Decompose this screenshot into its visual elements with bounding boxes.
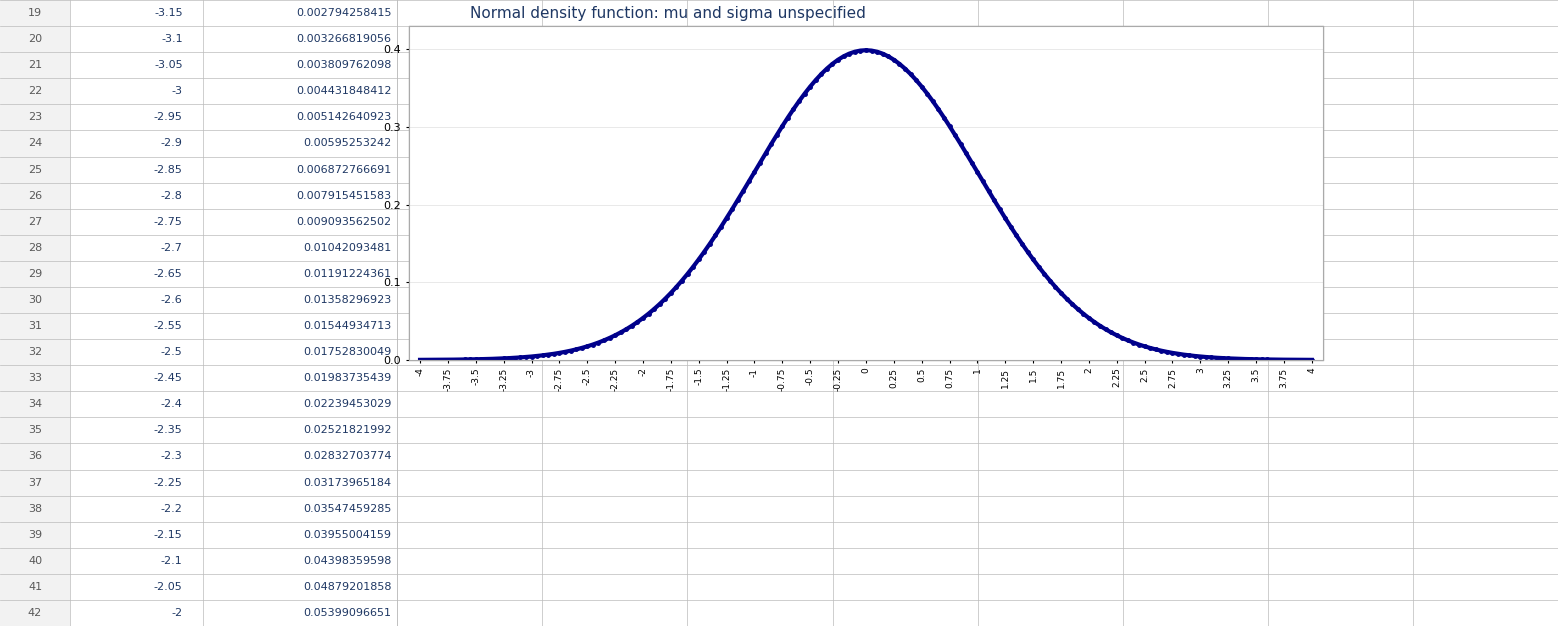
Text: 26: 26 <box>28 191 42 200</box>
Text: 33: 33 <box>28 373 42 383</box>
Text: -2.4: -2.4 <box>160 399 182 409</box>
Text: 0.02521821992: 0.02521821992 <box>302 426 391 435</box>
Text: 24: 24 <box>28 138 42 148</box>
Text: 39: 39 <box>28 530 42 540</box>
Text: 0.009093562502: 0.009093562502 <box>296 217 391 227</box>
Text: -2: -2 <box>171 608 182 618</box>
Text: 0.04879201858: 0.04879201858 <box>302 582 391 592</box>
Text: 0.01358296923: 0.01358296923 <box>304 295 391 305</box>
Text: 19: 19 <box>28 8 42 18</box>
Text: 25: 25 <box>28 165 42 175</box>
Bar <box>408 26 1323 360</box>
Text: -2.6: -2.6 <box>160 295 182 305</box>
Text: 0.00595253242: 0.00595253242 <box>304 138 391 148</box>
Text: 0.03173965184: 0.03173965184 <box>304 478 391 488</box>
Text: 40: 40 <box>28 556 42 566</box>
Text: 42: 42 <box>28 608 42 618</box>
Text: -2.1: -2.1 <box>160 556 182 566</box>
Text: 0.05399096651: 0.05399096651 <box>304 608 391 618</box>
Text: 0.006872766691: 0.006872766691 <box>296 165 391 175</box>
Text: 0.004431848412: 0.004431848412 <box>296 86 391 96</box>
Text: 0.03955004159: 0.03955004159 <box>304 530 391 540</box>
Text: 0.01544934713: 0.01544934713 <box>304 321 391 331</box>
Text: -3.05: -3.05 <box>154 60 182 70</box>
Text: -2.5: -2.5 <box>160 347 182 357</box>
Text: -2.9: -2.9 <box>160 138 182 148</box>
Text: 0.01191224361: 0.01191224361 <box>304 269 391 279</box>
Text: -2.3: -2.3 <box>160 451 182 461</box>
Text: -3.1: -3.1 <box>160 34 182 44</box>
Text: 0.01042093481: 0.01042093481 <box>304 243 391 253</box>
Text: 0.003809762098: 0.003809762098 <box>296 60 391 70</box>
Text: -2.65: -2.65 <box>154 269 182 279</box>
Text: Normal density function: mu and sigma unspecified: Normal density function: mu and sigma un… <box>471 6 866 21</box>
Text: -2.8: -2.8 <box>160 191 182 200</box>
Text: -2.2: -2.2 <box>160 504 182 513</box>
Text: 30: 30 <box>28 295 42 305</box>
Text: -2.55: -2.55 <box>154 321 182 331</box>
Text: 29: 29 <box>28 269 42 279</box>
Text: 23: 23 <box>28 113 42 122</box>
Text: -2.75: -2.75 <box>154 217 182 227</box>
Text: 35: 35 <box>28 426 42 435</box>
Text: 0.02239453029: 0.02239453029 <box>304 399 391 409</box>
Text: -2.15: -2.15 <box>154 530 182 540</box>
Text: 0.005142640923: 0.005142640923 <box>296 113 391 122</box>
Text: 0.01752830049: 0.01752830049 <box>304 347 391 357</box>
Bar <box>0 0 70 626</box>
Text: 27: 27 <box>28 217 42 227</box>
Text: 0.003266819056: 0.003266819056 <box>296 34 391 44</box>
Text: 0.04398359598: 0.04398359598 <box>304 556 391 566</box>
Text: 0.02832703774: 0.02832703774 <box>302 451 391 461</box>
Text: 0.002794258415: 0.002794258415 <box>296 8 391 18</box>
Text: -2.35: -2.35 <box>154 426 182 435</box>
Text: -2.7: -2.7 <box>160 243 182 253</box>
Text: 36: 36 <box>28 451 42 461</box>
Text: 41: 41 <box>28 582 42 592</box>
Text: 34: 34 <box>28 399 42 409</box>
Text: -2.85: -2.85 <box>154 165 182 175</box>
Text: 31: 31 <box>28 321 42 331</box>
Text: 0.01983735439: 0.01983735439 <box>304 373 391 383</box>
Text: -2.95: -2.95 <box>154 113 182 122</box>
Text: -2.25: -2.25 <box>154 478 182 488</box>
Text: 0.03547459285: 0.03547459285 <box>304 504 391 513</box>
Text: -2.05: -2.05 <box>154 582 182 592</box>
Text: 28: 28 <box>28 243 42 253</box>
Text: 38: 38 <box>28 504 42 513</box>
Text: 37: 37 <box>28 478 42 488</box>
Text: -3.15: -3.15 <box>154 8 182 18</box>
Text: -3: -3 <box>171 86 182 96</box>
Text: 0.007915451583: 0.007915451583 <box>296 191 391 200</box>
Text: 32: 32 <box>28 347 42 357</box>
Text: 22: 22 <box>28 86 42 96</box>
Text: -2.45: -2.45 <box>154 373 182 383</box>
Text: 21: 21 <box>28 60 42 70</box>
Text: 20: 20 <box>28 34 42 44</box>
